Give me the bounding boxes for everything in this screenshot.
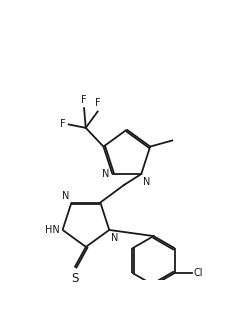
Text: F: F bbox=[95, 98, 101, 108]
Text: N: N bbox=[102, 169, 110, 179]
Text: HN: HN bbox=[45, 225, 60, 235]
Text: S: S bbox=[71, 272, 79, 285]
Text: N: N bbox=[111, 233, 118, 243]
Text: N: N bbox=[143, 177, 150, 187]
Text: F: F bbox=[60, 119, 66, 129]
Text: Cl: Cl bbox=[194, 268, 203, 278]
Text: F: F bbox=[81, 95, 87, 105]
Text: N: N bbox=[62, 191, 70, 201]
